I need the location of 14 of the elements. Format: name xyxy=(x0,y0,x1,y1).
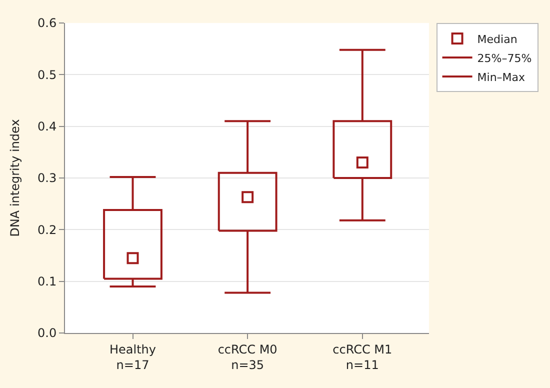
y-tick-label: 0.5 xyxy=(38,68,57,82)
y-tick-label: 0.0 xyxy=(38,326,57,340)
y-axis-title: DNA integrity index xyxy=(8,119,22,237)
text: Min–Max xyxy=(477,70,526,84)
legend-label: 25%–75% xyxy=(477,52,532,65)
y-tick-label: 0.4 xyxy=(38,120,57,134)
y-tick-label: 0.1 xyxy=(38,274,57,289)
x-tick-label: ccRCC M1 n=11 xyxy=(332,342,392,372)
x-tick-label: Healthy n=17 xyxy=(109,342,156,372)
y-tick-label: 0.6 xyxy=(38,16,57,30)
y-tick-label: 0.2 xyxy=(38,222,57,237)
text: Median xyxy=(477,32,518,46)
x-tick-label: ccRCC M0 n=35 xyxy=(218,342,278,372)
y-tick-label: 0.3 xyxy=(38,171,57,186)
